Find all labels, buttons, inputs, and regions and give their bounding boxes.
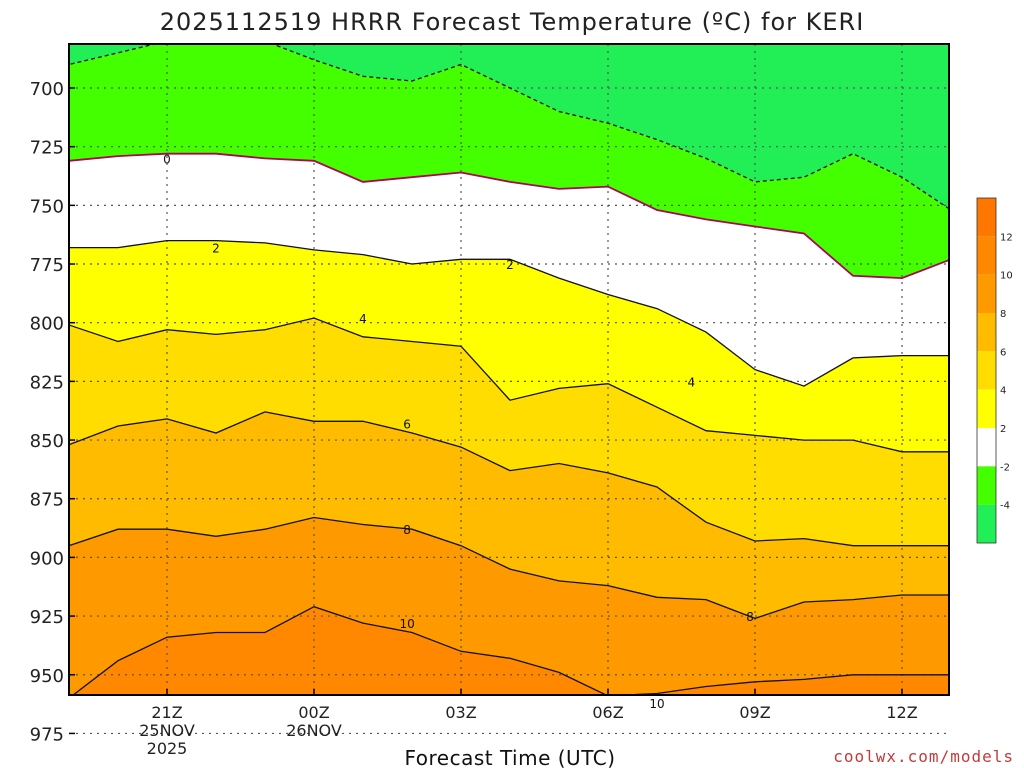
fill-band — [69, 44, 949, 209]
contour-line — [69, 411, 949, 547]
x-tick-label: 26NOV — [286, 721, 342, 740]
contour-line — [69, 317, 949, 453]
fill-band — [69, 153, 949, 387]
y-tick-label: 775 — [30, 255, 64, 276]
y-tick-label: 725 — [30, 138, 64, 159]
colorbar-tick-label: 10 — [1000, 271, 1013, 282]
fill-band — [69, 318, 949, 546]
colorbar-tick-label: 2 — [1000, 424, 1006, 435]
colorbar-tick-label: 8 — [1000, 309, 1006, 320]
colorbar-bin — [977, 198, 996, 237]
x-axis-label: Forecast Time (UTC) — [404, 746, 615, 768]
fill-band — [69, 411, 949, 619]
contour-line — [69, 152, 949, 280]
contour-label: 10 — [399, 617, 414, 631]
colorbar-tick-label: 6 — [1000, 347, 1006, 358]
contour-label: 4 — [359, 312, 367, 326]
x-tick-label: 21Z — [151, 703, 182, 722]
colorbar-bin — [977, 504, 996, 543]
y-tick-label: 875 — [30, 490, 64, 511]
fill-band — [69, 44, 949, 279]
x-tick-label: 25NOV — [139, 721, 195, 740]
x-tick-label: 12Z — [886, 703, 917, 722]
colorbar-bin — [977, 389, 996, 428]
colorbar-tick-label: -2 — [1000, 462, 1010, 473]
colorbar-frame — [976, 197, 997, 544]
y-tick-label: 850 — [30, 431, 64, 452]
chart-title: 2025112519 HRRR Forecast Temperature (ºC… — [160, 8, 865, 36]
colorbar-tick-label: 12 — [1000, 232, 1013, 243]
plot-frame — [68, 43, 950, 696]
y-tick-label: 750 — [30, 196, 64, 217]
contour-line-layer — [69, 44, 949, 695]
contour-label: 6 — [403, 418, 411, 432]
contour-line — [69, 239, 949, 387]
colorbar-bin — [977, 274, 996, 313]
y-tick-label: 900 — [30, 548, 64, 569]
y-tick-label: 800 — [30, 314, 64, 335]
fill-band — [73, 606, 949, 695]
y-tick-label: 925 — [30, 607, 64, 628]
colorbar-bin — [977, 351, 996, 390]
contour-line — [72, 605, 949, 695]
contour-line — [69, 516, 949, 620]
contour-label: 2 — [212, 242, 220, 256]
colorbar-bin — [977, 313, 996, 352]
y-tick-label: 825 — [30, 372, 64, 393]
y-axis-ticks: 700 725 750 775 800 825 850 875 900 925 950 975 — [30, 79, 75, 745]
contour-label: 8 — [746, 610, 754, 624]
colorbar-tick-label: -4 — [1000, 501, 1010, 512]
contour-label: 8 — [403, 523, 411, 537]
x-tick-label: 06Z — [592, 703, 623, 722]
contour-line — [69, 44, 949, 210]
x-tick-label: 09Z — [739, 703, 770, 722]
contour-label: 0 — [163, 152, 171, 166]
colorbar-bin — [977, 236, 996, 275]
fill-band — [69, 517, 949, 695]
contour-label: 4 — [687, 375, 695, 389]
x-tick-label: 00Z — [298, 703, 329, 722]
contour-label-layer: 0 2 2 4 4 6 8 8 10 10 — [163, 152, 754, 711]
contour-label: 2 — [506, 258, 514, 272]
x-tick-label: 03Z — [445, 703, 476, 722]
colorbar: 12 10 8 6 4 2 -2 -4 — [976, 197, 1013, 544]
y-tick-label: 975 — [30, 724, 64, 745]
temperature-fill-layer — [69, 44, 949, 695]
credit-text: coolwx.com/models — [833, 747, 1014, 766]
colorbar-bin — [977, 428, 996, 467]
x-tick-label: 2025 — [147, 739, 188, 758]
colorbar-tick-label: 4 — [1000, 386, 1006, 397]
fill-band — [69, 240, 949, 452]
contour-label: 10 — [649, 697, 664, 711]
y-tick-label: 950 — [30, 666, 64, 687]
y-tick-label: 700 — [30, 79, 64, 100]
colorbar-bin — [977, 466, 996, 505]
